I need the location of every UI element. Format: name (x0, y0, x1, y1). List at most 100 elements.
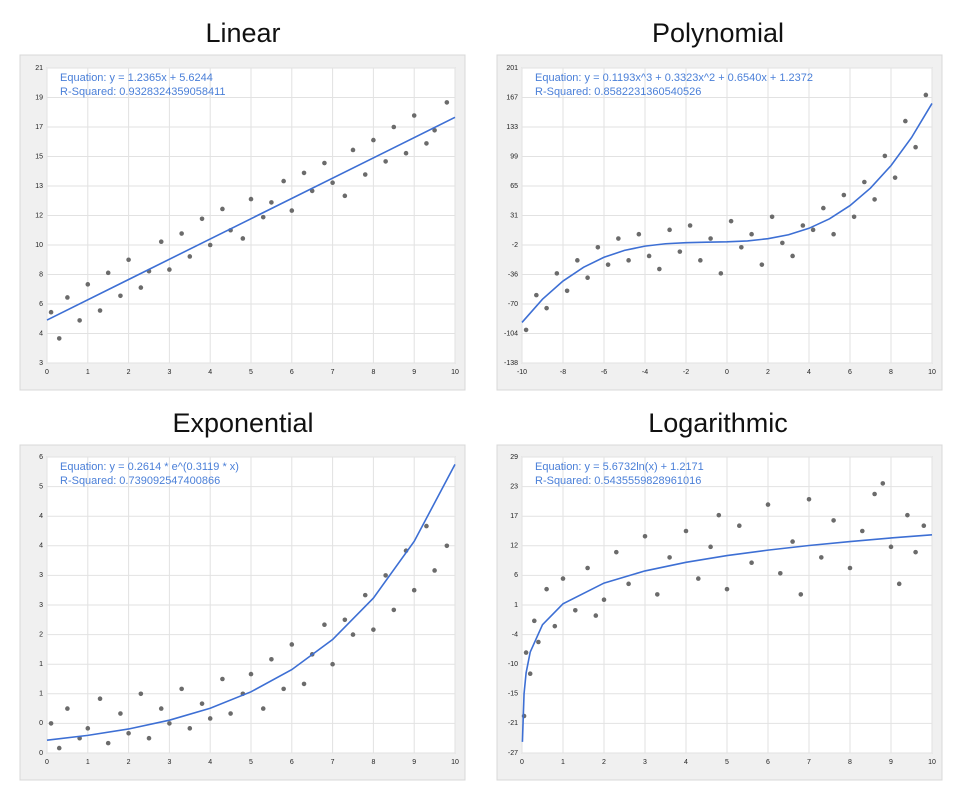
data-point (921, 523, 927, 529)
x-tick-label: 0 (520, 759, 524, 766)
data-point (523, 327, 529, 333)
data-point (228, 711, 233, 716)
data-point (97, 308, 103, 313)
data-point (575, 258, 580, 263)
data-point (646, 253, 652, 259)
x-tick-label: 8 (848, 759, 852, 766)
data-point (383, 159, 388, 164)
x-tick-label: 3 (167, 369, 171, 376)
data-point (841, 192, 847, 198)
data-point (913, 549, 918, 555)
data-point (424, 141, 429, 146)
data-point (105, 740, 111, 746)
data-point (444, 543, 450, 549)
x-tick-label: 1 (561, 759, 565, 766)
fit-line (46, 464, 456, 741)
x-tick-label: 9 (412, 369, 416, 376)
data-point (851, 214, 857, 220)
data-point (892, 175, 898, 180)
y-tick-label: 15 (35, 153, 43, 160)
data-point (655, 592, 660, 597)
data-point (585, 275, 590, 281)
y-tick-label: 65 (510, 183, 518, 190)
data-point (831, 518, 836, 523)
data-point (585, 565, 590, 571)
data-point (759, 262, 765, 267)
data-point (872, 491, 877, 497)
data-point (56, 336, 62, 341)
data-point (158, 239, 164, 245)
fit-line (521, 103, 933, 323)
y-tick-label: 6 (39, 301, 43, 308)
data-point (281, 686, 286, 692)
x-tick-label: 1 (86, 759, 90, 766)
data-point (260, 706, 266, 711)
data-point (207, 242, 213, 248)
y-tick-label: 3 (39, 572, 43, 579)
y-tick-label: 10 (35, 242, 43, 249)
data-point (118, 293, 123, 299)
data-point (749, 231, 754, 237)
annotation: R-Squared: 0.9328324359058411 (60, 86, 226, 98)
y-tick-label: -10 (508, 661, 518, 668)
x-tick-label: 4 (807, 369, 811, 376)
y-tick-label: -21 (508, 720, 518, 727)
data-point (790, 539, 795, 544)
x-tick-label: 10 (928, 369, 936, 376)
y-tick-label: -70 (508, 301, 518, 308)
annotation: R-Squared: 0.739092547400866 (60, 475, 220, 487)
fit-line (521, 534, 933, 742)
x-tick-label: 4 (208, 369, 212, 376)
x-tick-label: 10 (451, 369, 459, 376)
data-point (342, 193, 348, 199)
data-point (403, 150, 409, 156)
x-tick-label: 2 (766, 369, 770, 376)
data-point (207, 716, 213, 721)
y-tick-label: 21 (35, 65, 43, 72)
data-point (769, 214, 775, 220)
data-point (573, 607, 578, 613)
y-tick-label: 3 (39, 360, 43, 367)
x-tick-label: -10 (517, 369, 527, 376)
x-tick-label: 7 (331, 759, 335, 766)
data-point (383, 573, 388, 578)
annotation: Equation: y = 0.1193x^3 + 0.3323x^2 + 0.… (535, 72, 813, 84)
y-tick-label: 1 (39, 661, 43, 668)
x-tick-label: 6 (766, 759, 770, 766)
data-point (371, 137, 376, 143)
y-tick-label: 6 (39, 454, 43, 461)
data-point (56, 745, 62, 751)
data-point (65, 706, 70, 711)
fit-line (46, 116, 456, 321)
data-point (179, 231, 184, 236)
data-point (724, 586, 730, 592)
x-tick-label: -4 (642, 369, 648, 376)
data-point (683, 528, 689, 534)
data-point (616, 236, 621, 241)
x-tick-label: 8 (889, 369, 893, 376)
data-point (411, 587, 417, 593)
data-point (126, 257, 131, 263)
data-point (342, 617, 348, 623)
data-point (806, 496, 812, 502)
data-point (819, 555, 824, 560)
data-point (391, 607, 397, 613)
data-point (552, 623, 558, 629)
x-tick-label: 5 (249, 759, 253, 766)
data-point (636, 231, 642, 237)
data-point (626, 258, 631, 263)
data-point (248, 196, 254, 202)
data-point (560, 576, 566, 581)
data-point (444, 100, 450, 105)
data-point (601, 597, 607, 603)
data-point (138, 285, 144, 290)
data-point (544, 586, 549, 592)
data-point (126, 730, 131, 736)
data-point (158, 706, 164, 711)
data-point (301, 170, 307, 176)
annotation: Equation: y = 1.2365x + 5.6244 (60, 72, 213, 84)
data-point (667, 555, 672, 560)
y-tick-label: 133 (506, 124, 518, 131)
y-tick-label: -27 (508, 750, 518, 757)
chart-title: Exponential (172, 408, 313, 438)
